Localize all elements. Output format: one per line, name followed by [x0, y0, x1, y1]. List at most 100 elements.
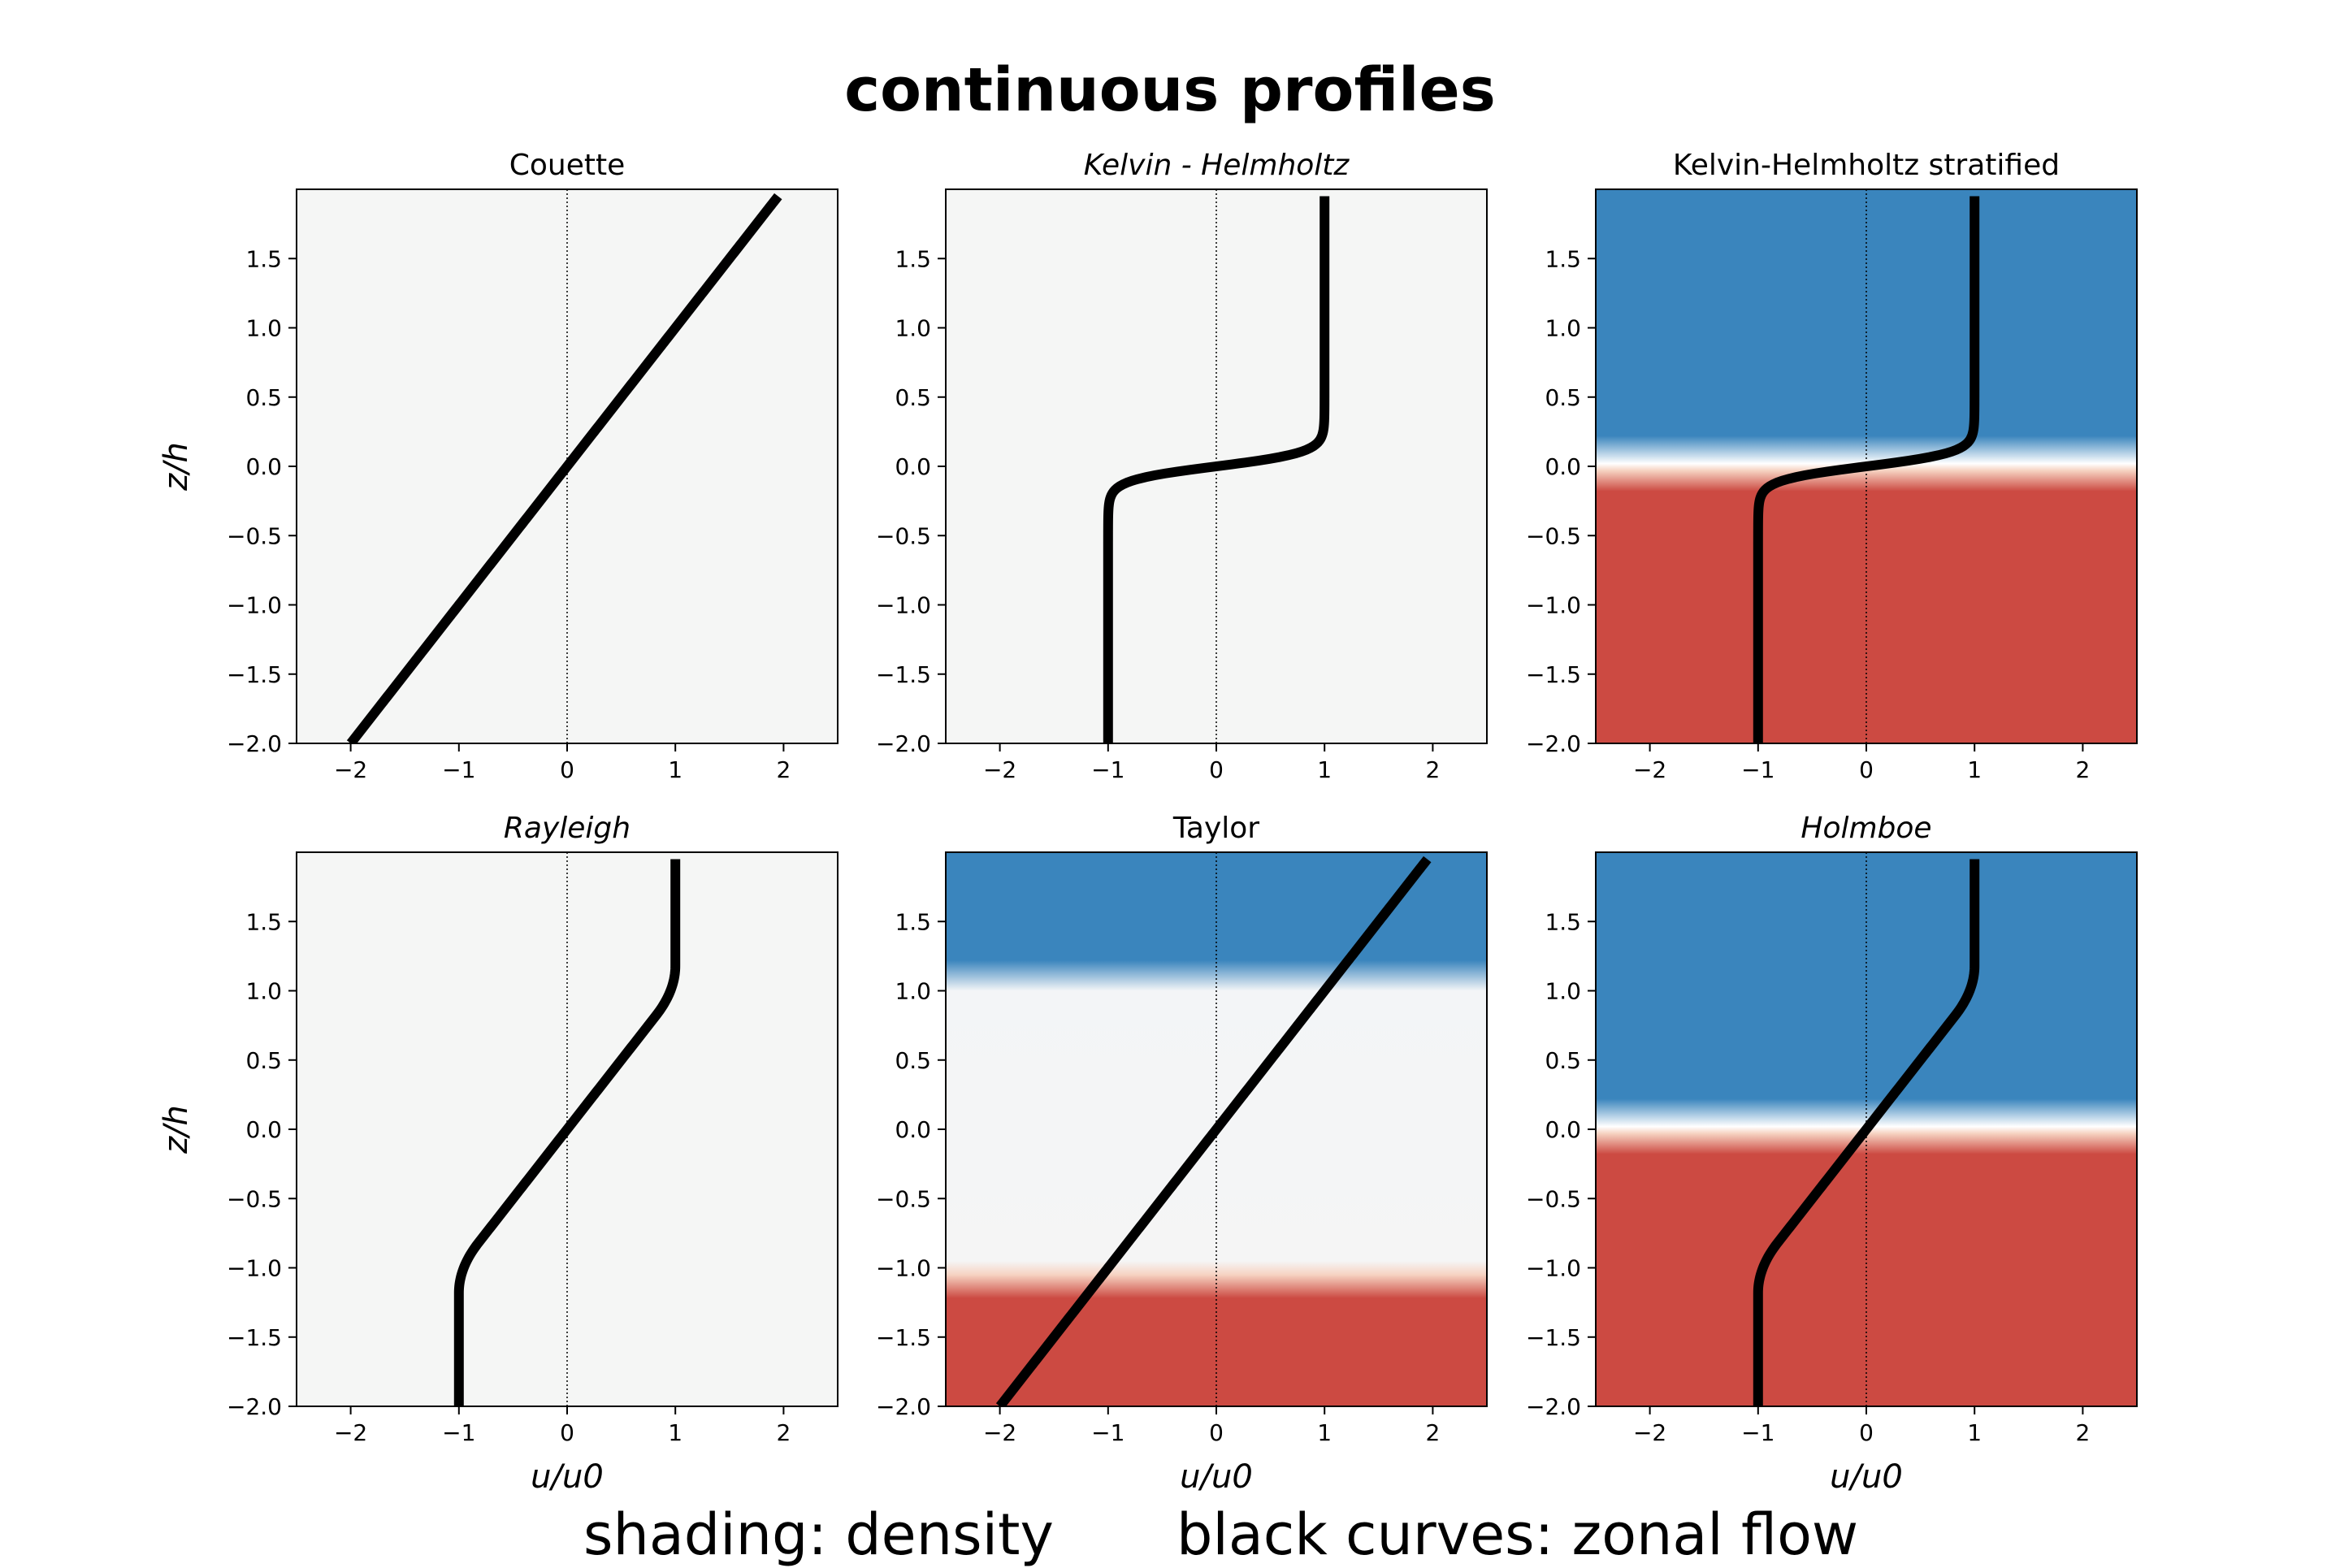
x-tick-label: −1	[442, 756, 475, 783]
x-tick-label: 0	[560, 756, 574, 783]
x-tick-label: −2	[1633, 1419, 1666, 1446]
zonal-flow-curve	[346, 193, 782, 743]
y-tick-label: −2.0	[227, 1393, 282, 1420]
zonal-flow-curve	[1753, 859, 1980, 1406]
y-tick-label: −0.5	[1526, 1185, 1581, 1212]
y-tick-label: 0.5	[245, 384, 282, 411]
x-tick-label: 0	[1859, 1419, 1874, 1446]
footer-curves-caption: black curves: zonal flow	[1176, 1501, 1859, 1568]
x-tick-label: 2	[1425, 756, 1440, 783]
panel-2: −2 −1 0 1 2 −2.0 −1.5 −1.0 −0.5 0.0 0.5 1.0 1.5 Kelvi…	[876, 149, 1488, 783]
x-tick-label: 2	[2075, 1419, 2090, 1446]
y-tick-label: 1.0	[245, 978, 282, 1005]
x-tick-label: −2	[334, 1419, 367, 1446]
y-tick-label: 0.0	[1545, 453, 1581, 480]
panel-title: Holmboe	[1800, 812, 1931, 845]
y-tick-label: 1.5	[895, 245, 931, 272]
y-axis-label: z/h	[158, 442, 195, 492]
y-tick-label: −2.0	[1526, 1393, 1581, 1420]
y-tick-label: −0.5	[1526, 522, 1581, 549]
x-tick-label: 2	[1425, 1419, 1440, 1446]
x-tick-label: −2	[1633, 756, 1666, 783]
y-tick-label: −1.5	[227, 661, 282, 688]
y-tick-label: −0.5	[227, 522, 282, 549]
y-tick-label: −1.0	[227, 1255, 282, 1282]
y-tick-label: −0.5	[227, 1185, 282, 1212]
y-tick-label: −2.0	[876, 1393, 931, 1420]
y-tick-label: 1.5	[245, 908, 282, 935]
y-tick-label: 0.5	[245, 1047, 282, 1074]
x-tick-label: 2	[776, 1419, 791, 1446]
y-tick-label: 1.0	[1545, 315, 1581, 342]
panel-title: Taylor	[1172, 812, 1259, 845]
x-tick-label: 1	[668, 1419, 682, 1446]
y-tick-label: 0.0	[895, 1116, 931, 1143]
y-tick-label: 0.0	[895, 453, 931, 480]
panel-3: −2 −1 0 1 2 −2.0 −1.5 −1.0 −0.5 0.0 0.5 1.0 1.5 Kelvi…	[1526, 149, 2138, 783]
y-tick-label: 0.0	[245, 1116, 282, 1143]
y-tick-label: −1.5	[1526, 661, 1581, 688]
x-tick-label: −2	[334, 756, 367, 783]
x-tick-label: 1	[1967, 756, 1982, 783]
x-tick-label: 1	[1967, 1419, 1982, 1446]
footer-shading-caption: shading: density	[583, 1501, 1054, 1568]
y-tick-label: −1.0	[876, 1255, 931, 1282]
panel-4: −2 −1 0 1 2 −2.0 −1.5 −1.0 −0.5 0.0 0.5 1.0 1.5 Rayle…	[158, 812, 838, 1496]
y-tick-label: −2.0	[227, 730, 282, 757]
x-tick-label: −2	[983, 756, 1016, 783]
x-tick-label: −1	[1091, 1419, 1124, 1446]
panel-title: Rayleigh	[504, 812, 630, 845]
y-tick-label: −1.5	[1526, 1324, 1581, 1351]
y-tick-label: −2.0	[876, 730, 931, 757]
y-tick-label: 1.5	[895, 908, 931, 935]
x-tick-label: 2	[776, 756, 791, 783]
y-tick-label: 1.5	[245, 245, 282, 272]
panel-6: −2 −1 0 1 2 −2.0 −1.5 −1.0 −0.5 0.0 0.5 1.0 1.5 Holmb…	[1526, 812, 2138, 1496]
y-axis-label: z/h	[158, 1105, 195, 1154]
figure-title: continuous profiles	[844, 55, 1496, 125]
y-tick-label: 0.0	[1545, 1116, 1581, 1143]
panel-5: −2 −1 0 1 2 −2.0 −1.5 −1.0 −0.5 0.0 0.5 1.0 1.5 Taylo…	[876, 812, 1488, 1496]
zonal-flow-curve	[1103, 196, 1330, 743]
y-tick-label: −1.0	[1526, 1255, 1581, 1282]
y-tick-label: −1.5	[876, 661, 931, 688]
y-tick-label: 1.5	[1545, 245, 1581, 272]
panel-title: Couette	[509, 149, 626, 182]
x-tick-label: 0	[560, 1419, 574, 1446]
y-tick-label: 1.5	[1545, 908, 1581, 935]
y-tick-label: 1.0	[895, 315, 931, 342]
y-tick-label: 0.5	[1545, 384, 1581, 411]
y-tick-label: 0.0	[245, 453, 282, 480]
zonal-flow-curve	[995, 855, 1432, 1406]
x-tick-label: 1	[668, 756, 682, 783]
zonal-flow-curve	[1753, 196, 1980, 743]
x-tick-label: 1	[1317, 756, 1332, 783]
x-tick-label: −1	[1741, 1419, 1774, 1446]
panel-title: Kelvin-Helmholtz stratified	[1673, 149, 2060, 182]
y-tick-label: 0.5	[1545, 1047, 1581, 1074]
x-axis-label: u/u0	[1180, 1458, 1253, 1496]
y-tick-label: −0.5	[876, 522, 931, 549]
y-tick-label: −1.0	[227, 592, 282, 619]
x-tick-label: 0	[1209, 1419, 1224, 1446]
panel-1: −2 −1 0 1 2 −2.0 −1.5 −1.0 −0.5 0.0 0.5 1.0 1.5 Couet…	[158, 149, 838, 783]
y-tick-label: −1.0	[1526, 592, 1581, 619]
y-tick-label: 1.0	[895, 978, 931, 1005]
x-axis-label: u/u0	[1830, 1458, 1903, 1496]
panel-title: Kelvin - Helmholtz	[1084, 149, 1350, 182]
y-tick-label: 1.0	[1545, 978, 1581, 1005]
y-tick-label: 0.5	[895, 1047, 931, 1074]
y-tick-label: −2.0	[1526, 730, 1581, 757]
x-tick-label: −2	[983, 1419, 1016, 1446]
x-axis-label: u/u0	[531, 1458, 604, 1496]
y-tick-label: −0.5	[876, 1185, 931, 1212]
y-tick-label: 1.0	[245, 315, 282, 342]
y-tick-label: −1.5	[876, 1324, 931, 1351]
x-tick-label: 2	[2075, 756, 2090, 783]
x-tick-label: −1	[1091, 756, 1124, 783]
zonal-flow-curve	[453, 859, 681, 1406]
y-tick-label: 0.5	[895, 384, 931, 411]
x-tick-label: 0	[1209, 756, 1224, 783]
x-tick-label: −1	[1741, 756, 1774, 783]
